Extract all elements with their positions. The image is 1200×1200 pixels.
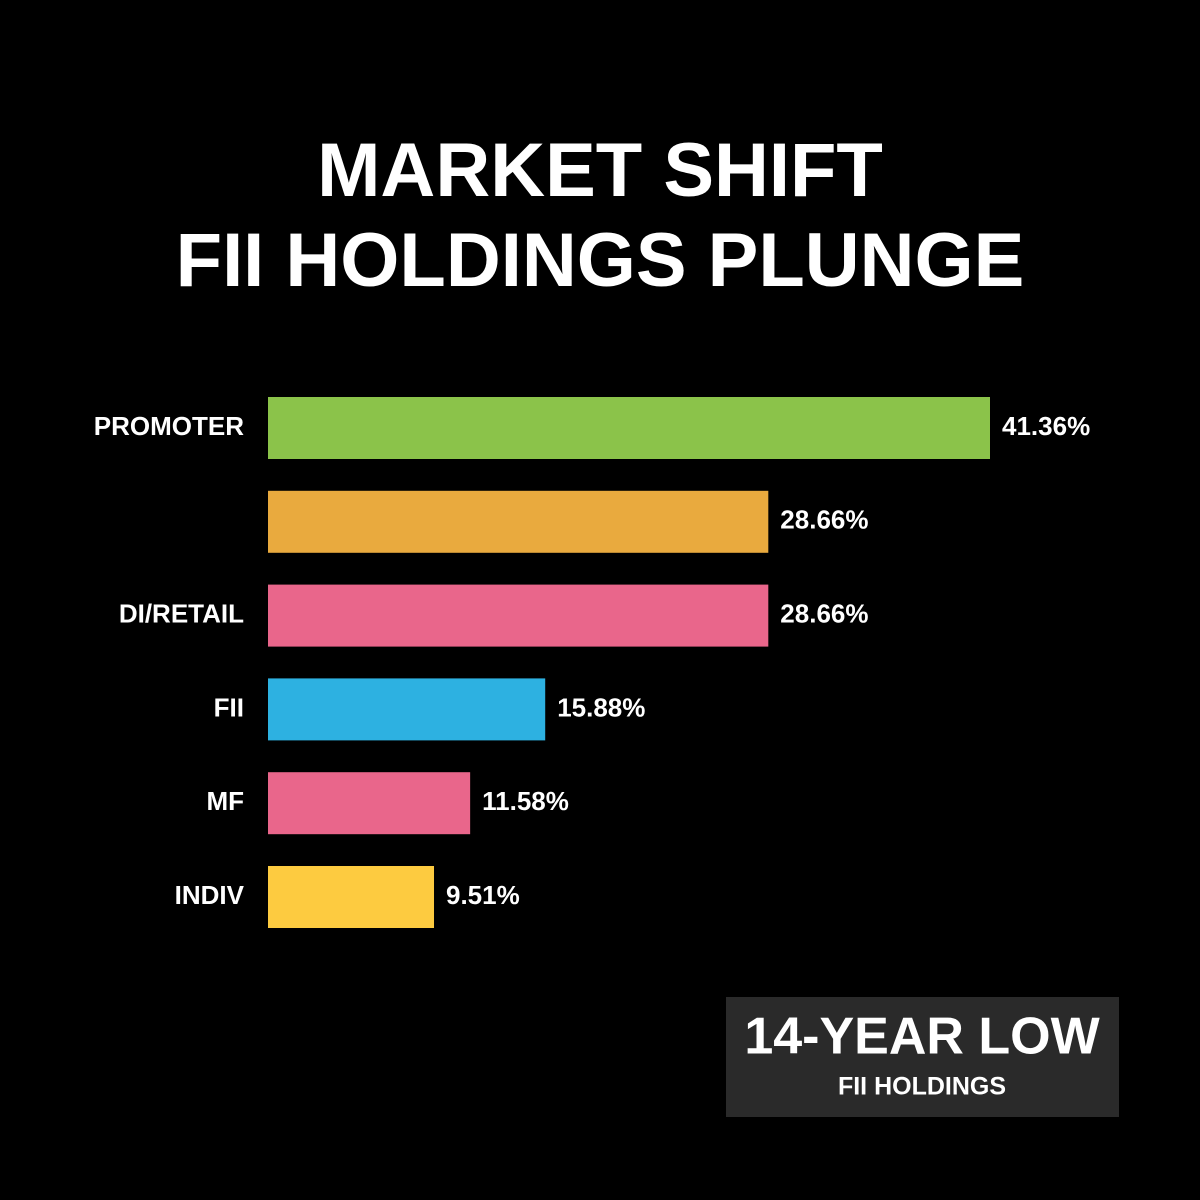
value-label: 9.51% (446, 880, 520, 910)
annotation-box (726, 997, 1119, 1117)
annotation-title: 14-YEAR LOW (744, 1008, 1100, 1066)
category-label: FII (214, 692, 244, 722)
category-label: MF (206, 786, 244, 816)
value-label: 15.88% (557, 692, 645, 722)
bar (268, 866, 435, 928)
category-label: PROMOTER (94, 411, 244, 441)
annotation-subtitle: FII HOLDINGS (838, 1073, 1006, 1101)
bar (268, 490, 769, 553)
bar (268, 678, 546, 741)
bar (268, 584, 769, 647)
chart-title: FII HOLDINGS PLUNGE (176, 218, 1025, 303)
value-label: 28.66% (780, 505, 868, 535)
chart-title: MARKET SHIFT (317, 128, 883, 213)
value-label: 41.36% (1002, 411, 1090, 441)
bar (268, 397, 990, 459)
category-label: INDIV (175, 880, 245, 910)
category-label: DI/RETAIL (119, 598, 244, 628)
bar (268, 772, 471, 835)
value-label: 11.58% (482, 786, 569, 816)
value-label: 28.66% (780, 598, 868, 628)
